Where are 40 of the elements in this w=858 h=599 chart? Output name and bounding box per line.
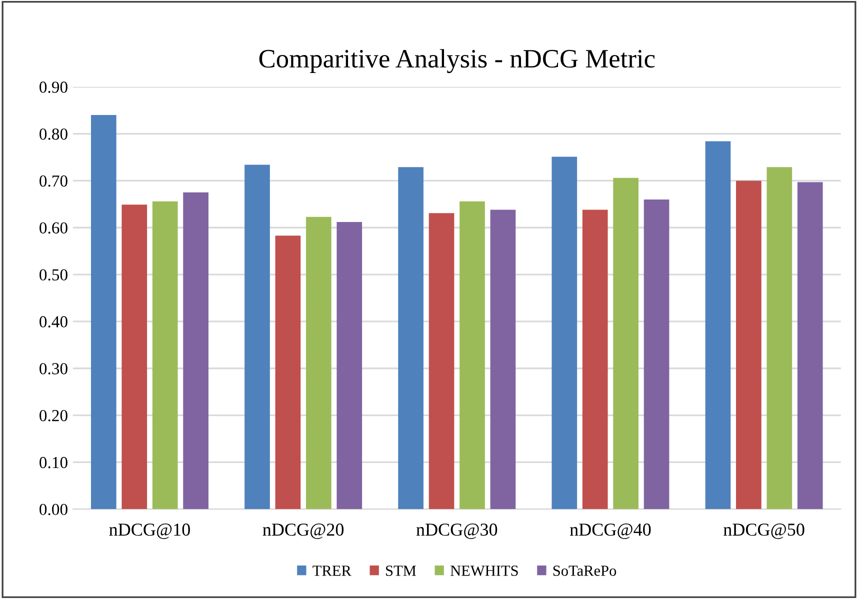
bar — [244, 164, 270, 510]
bar — [183, 192, 208, 510]
y-tick-label: 0.70 — [40, 175, 68, 187]
bar — [797, 182, 823, 510]
bar — [306, 216, 332, 510]
y-tick-label: 0.10 — [40, 456, 68, 468]
y-tick-label: 0.90 — [40, 82, 68, 93]
y-tick-label: 0.00 — [40, 504, 68, 516]
bar — [275, 236, 301, 510]
legend-label: SoTaRePo — [553, 566, 616, 576]
y-tick-label: 0.30 — [40, 363, 68, 374]
y-tick-label: 0.80 — [40, 128, 68, 140]
y-tick-label: 0.50 — [40, 269, 68, 281]
bar — [152, 201, 178, 510]
bar — [428, 213, 454, 510]
y-tick-label: 0.40 — [40, 316, 68, 328]
bar — [766, 167, 792, 510]
bar — [122, 204, 148, 510]
bar — [490, 210, 516, 510]
bar — [398, 167, 424, 510]
y-tick-label: 0.60 — [40, 222, 68, 234]
legend-label: NEWHITS — [450, 566, 518, 576]
legend-label: TRER — [312, 566, 352, 576]
bar — [705, 141, 731, 510]
bar — [644, 199, 670, 510]
x-tick-label: nDCG@20 — [262, 524, 344, 539]
legend-label: STM — [386, 566, 416, 576]
bar — [90, 115, 116, 510]
bar — [460, 201, 485, 510]
bar — [552, 156, 578, 510]
y-tick-label: 0.20 — [40, 410, 68, 422]
x-tick-label: nDCG@50 — [724, 524, 804, 539]
bar — [613, 178, 638, 510]
x-tick-label: nDCG@40 — [570, 524, 651, 539]
x-tick-label: nDCG@10 — [109, 524, 190, 539]
bar — [736, 180, 762, 510]
bar — [336, 222, 362, 510]
chart-title: Comparitive Analysis - nDCG Metric — [259, 49, 655, 74]
bar — [582, 210, 608, 510]
x-tick-label: nDCG@30 — [416, 524, 498, 539]
